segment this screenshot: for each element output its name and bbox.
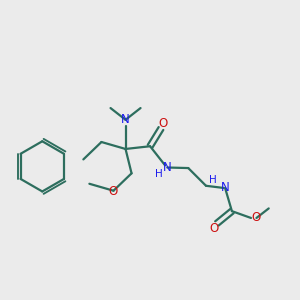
Text: O: O xyxy=(210,222,219,235)
Text: O: O xyxy=(109,185,118,198)
Text: N: N xyxy=(163,161,172,174)
Text: N: N xyxy=(121,113,130,126)
Text: O: O xyxy=(159,117,168,130)
Text: O: O xyxy=(252,212,261,224)
Text: H: H xyxy=(209,175,217,185)
Text: H: H xyxy=(155,169,163,179)
Text: N: N xyxy=(221,182,230,194)
